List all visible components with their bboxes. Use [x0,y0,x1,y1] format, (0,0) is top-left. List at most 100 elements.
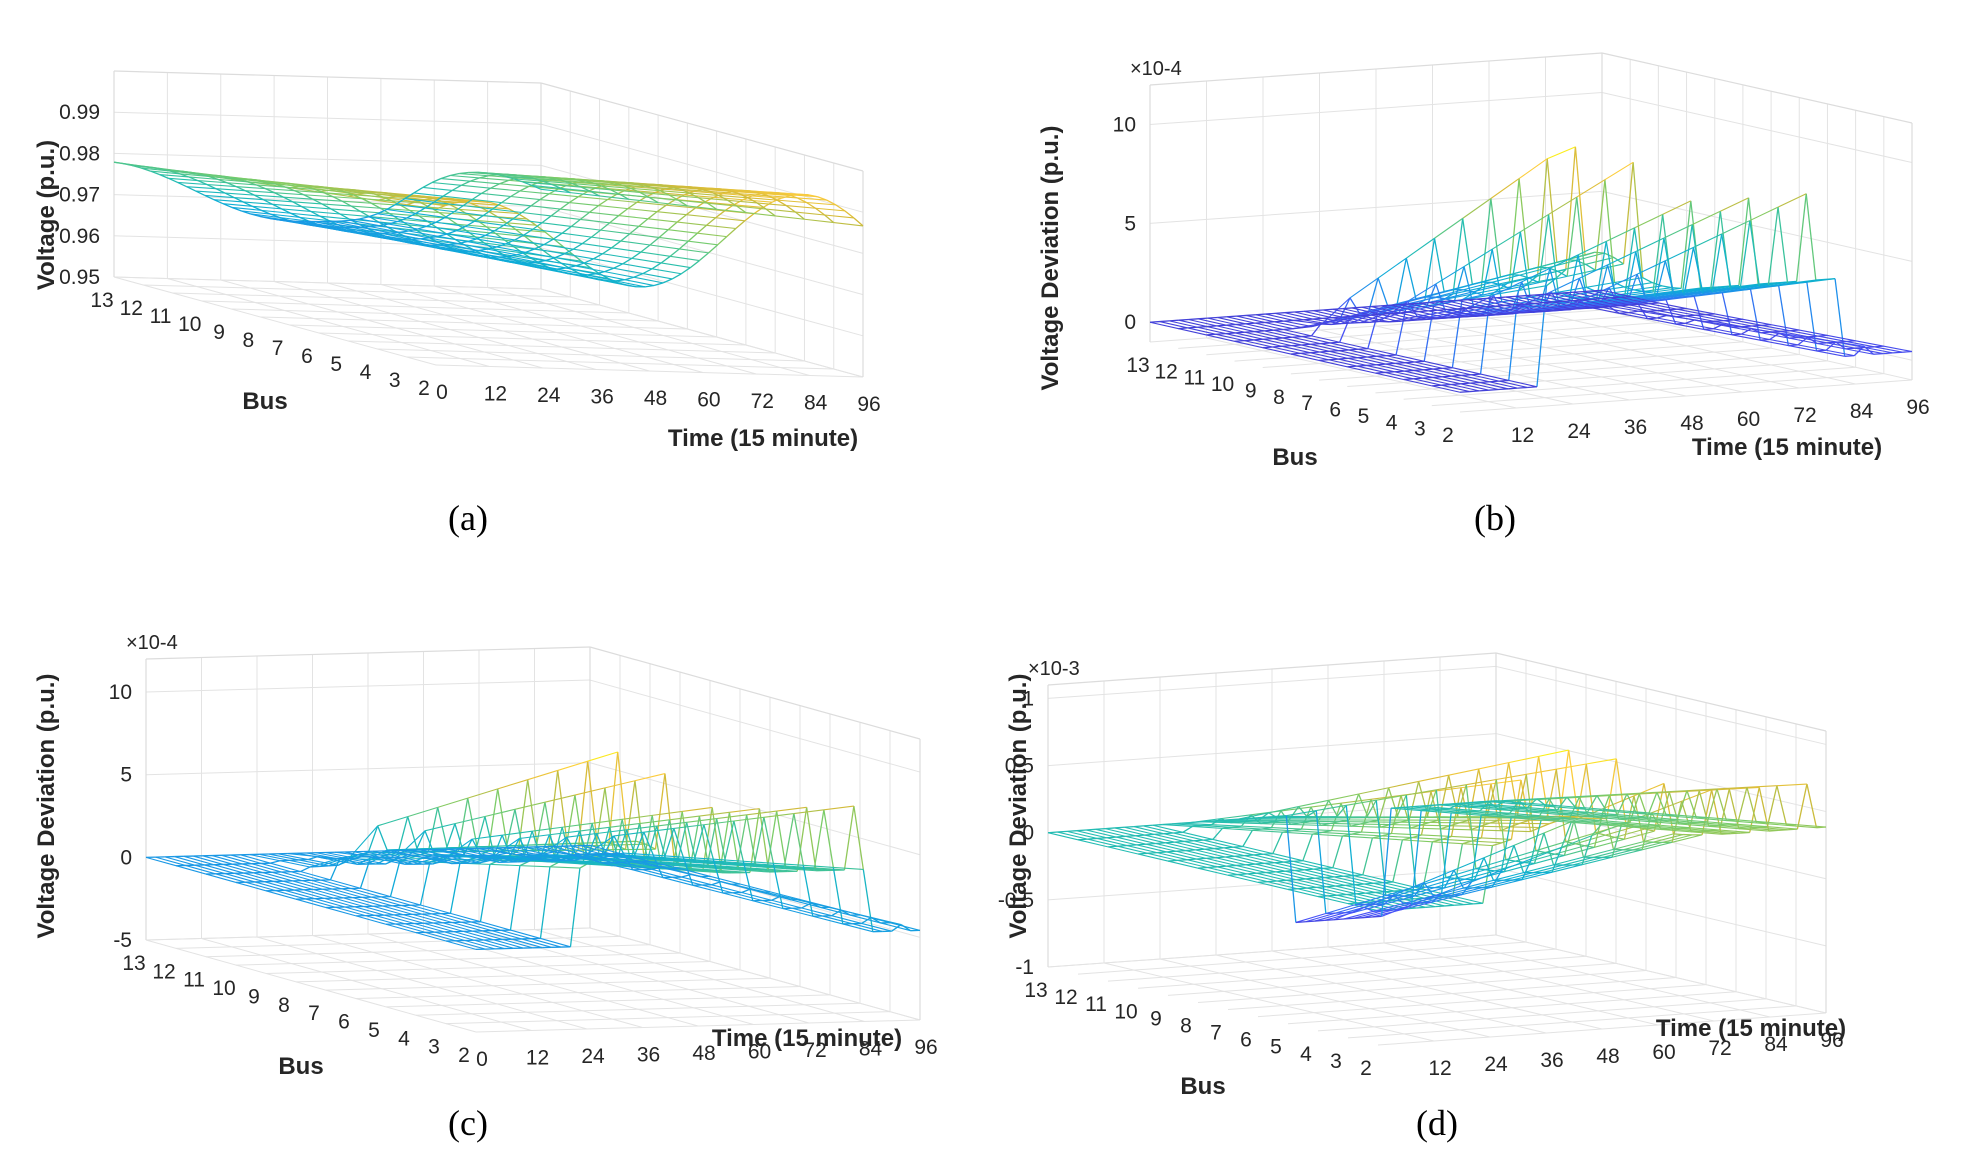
mesh-line [351,205,381,209]
mesh-line [1349,297,1361,314]
mesh-line [609,215,620,224]
mesh-line [449,244,479,252]
mesh-line [363,905,394,916]
mesh-line [600,222,611,231]
mesh-line [463,930,494,941]
mesh-line [498,256,528,264]
mesh-line [501,195,512,204]
mesh-line [1530,826,1541,833]
mesh-line [1125,835,1156,845]
mesh-line [1517,807,1548,812]
mesh-line [324,897,355,908]
mesh-line [580,218,610,224]
mesh-line [680,267,691,275]
mesh-line [831,915,862,924]
mesh-line [1351,833,1382,837]
mesh-line [1361,831,1392,835]
mesh-line [1513,832,1545,846]
z-exponent-label: ×10-4 [1130,58,1182,80]
mesh-line [1655,294,1684,300]
mesh-line [1535,850,1546,854]
mesh-line [1585,263,1596,271]
y-tick-label: 7 [272,337,284,360]
mesh-line [1135,835,1166,844]
mesh-line [575,262,585,267]
mesh-line [1283,328,1312,337]
y-tick-label: 6 [1329,399,1341,422]
mesh-line [1479,381,1509,390]
mesh-line [235,185,246,192]
mesh-line [1438,803,1449,806]
grid-line [1149,190,1603,224]
mesh-line [669,248,680,257]
mesh-line [132,164,162,170]
mesh-line [1574,146,1586,256]
mesh-line [1808,336,1837,343]
mesh-line [1227,874,1259,883]
mesh-line [586,274,616,282]
mesh-line [417,228,448,235]
y-axis-label: Bus [278,1053,323,1080]
mesh-line [468,855,499,863]
mesh-line [517,177,548,181]
mesh-line [393,193,423,197]
mesh-line [621,184,652,188]
mesh-line [743,860,774,864]
mesh-line [1748,827,1779,831]
z-axis-label: Voltage Deviation (p.u.) [33,674,60,939]
mesh-line [1543,832,1555,866]
mesh-line [470,177,480,182]
mesh-line [150,170,180,175]
mesh-line [408,230,439,237]
mesh-line [471,192,482,200]
mesh-line [360,210,390,215]
mesh-line [1680,200,1692,289]
mesh-line [861,916,872,924]
mesh-line [1047,832,1079,841]
mesh-line [1410,827,1441,830]
mesh-line [420,202,451,206]
mesh-line [590,190,600,197]
mesh-line [382,850,413,857]
mesh-line [609,823,640,828]
mesh-line [406,217,437,223]
mesh-line [1294,869,1325,879]
mesh-line [1656,790,1687,793]
mesh-line [461,199,491,204]
mesh-line [1367,348,1397,356]
mesh-line [760,891,791,901]
mesh-line [1692,247,1704,295]
mesh-line [596,187,626,191]
mesh-line [548,188,559,195]
mesh-line [651,866,662,870]
mesh-line [1518,158,1548,180]
mesh-line [603,835,615,854]
mesh-line [1216,325,1245,333]
mesh-line [235,881,267,892]
mesh-line [689,192,719,196]
mesh-line [1272,338,1302,346]
mesh-line [1738,828,1769,832]
mesh-line [1767,207,1779,286]
x-tick-label: 60 [1737,408,1760,431]
mesh-line [437,807,448,849]
axis-box-edge [145,646,591,660]
mesh-line [552,232,563,240]
mesh-line [654,773,666,850]
mesh-line [444,931,475,941]
mesh-line [736,205,747,214]
mesh-line [497,216,527,220]
mesh-line [776,199,787,207]
mesh-line [1455,877,1465,880]
mesh-line [1691,831,1722,835]
mesh-line [1544,292,1554,295]
mesh-line [495,173,505,177]
mesh-line [1656,314,1667,319]
mesh-line [1491,281,1502,286]
mesh-line [1342,835,1373,839]
mesh-line [494,230,524,236]
mesh-line [1293,319,1322,325]
mesh-line [464,220,475,228]
mesh-line [1263,330,1293,338]
mesh-line [333,226,364,234]
